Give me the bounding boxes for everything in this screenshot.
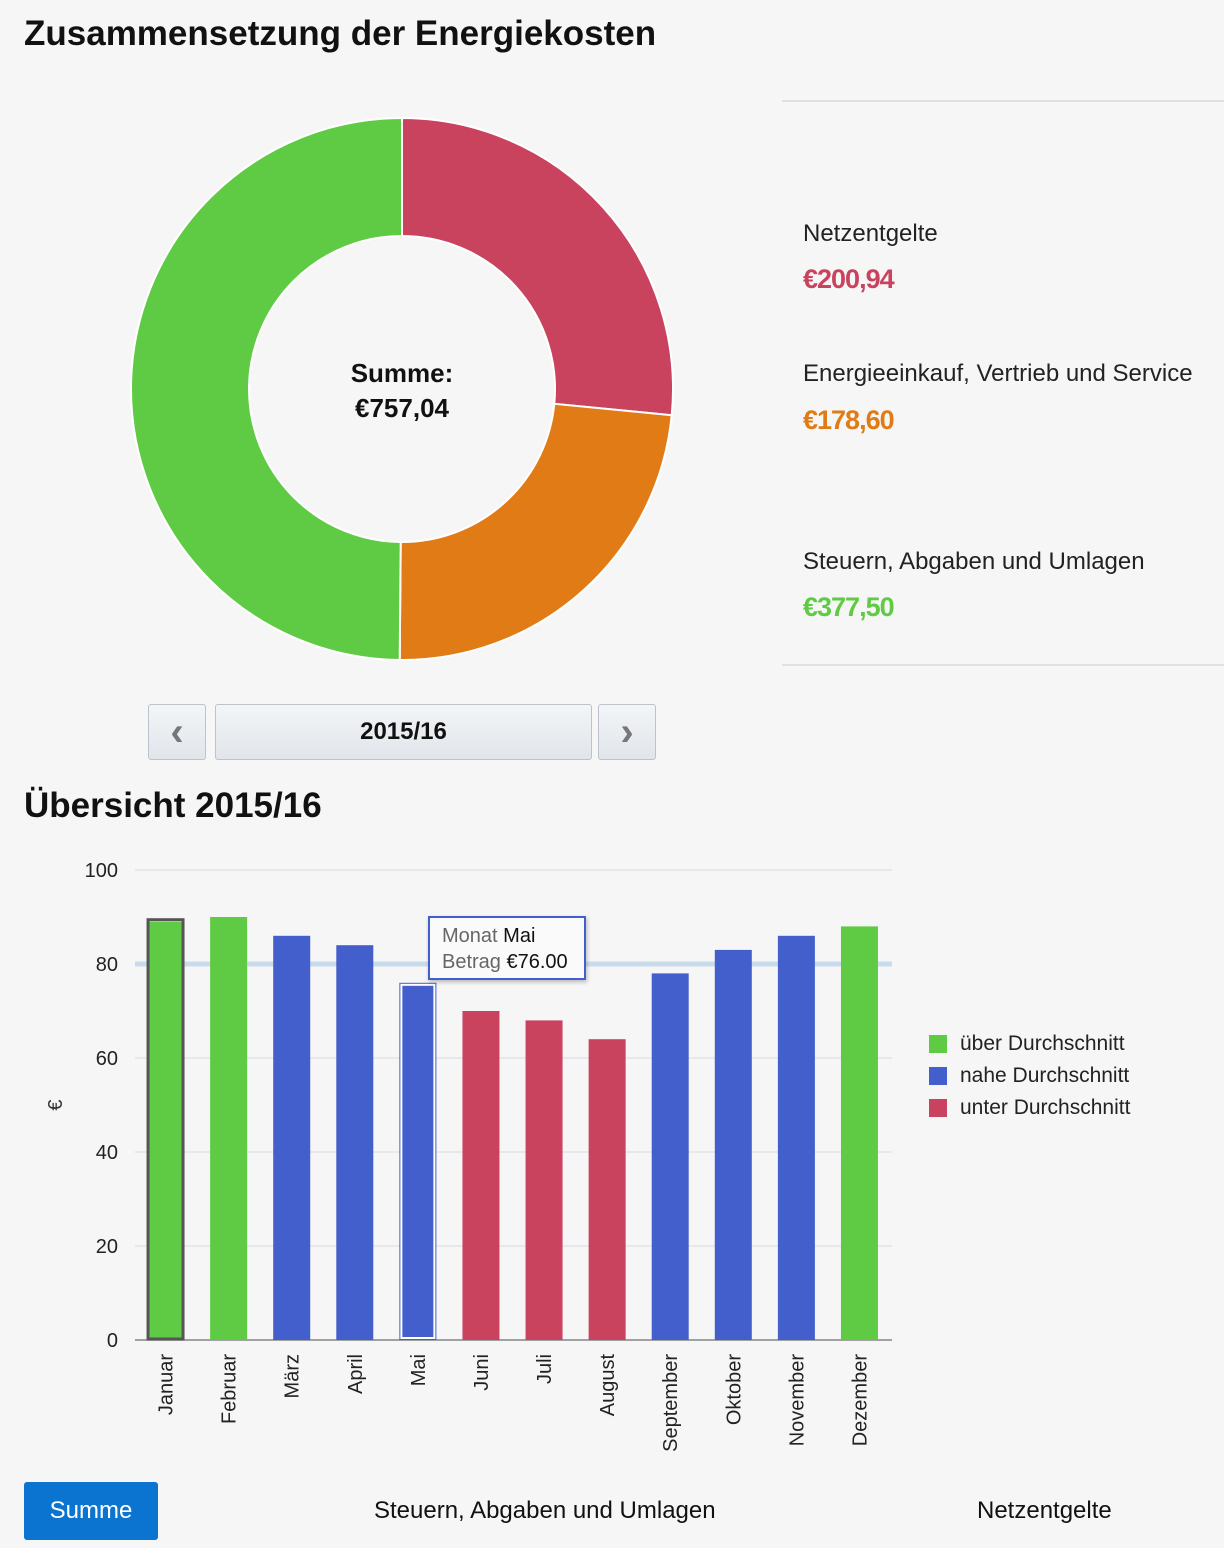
bar-selection [146, 918, 185, 1341]
tooltip-key: Monat [442, 925, 498, 947]
x-tick-label: April [345, 1354, 367, 1394]
donut-slice[interactable] [398, 402, 673, 661]
legend-label: nahe Durchschnitt [960, 1064, 1130, 1087]
y-tick-label: 80 [96, 954, 118, 976]
legend-swatch [929, 1035, 947, 1053]
bar[interactable] [210, 917, 248, 1340]
x-tick-label: Februar [219, 1354, 241, 1424]
x-tick-label: Juni [471, 1354, 493, 1391]
x-tick-label: Juli [534, 1354, 556, 1384]
prev-period-button[interactable]: ‹ [148, 704, 206, 760]
y-axis-label: € [45, 1099, 67, 1110]
x-tick-label: Mai [408, 1354, 430, 1386]
tooltip: Monat Mai Betrag €76.00 [428, 916, 586, 980]
x-tick-label: August [597, 1354, 619, 1417]
period-selector[interactable]: 2015/16 [215, 704, 592, 760]
page-title: Zusammensetzung der Energiekosten [24, 14, 657, 53]
bar[interactable] [273, 935, 311, 1340]
bar[interactable] [525, 1020, 563, 1340]
overview-title: Übersicht 2015/16 [24, 786, 322, 825]
y-tick-label: 0 [107, 1330, 118, 1352]
x-tick-label: Oktober [723, 1354, 745, 1425]
donut-center-value: €757,04 [355, 393, 449, 423]
bar[interactable] [588, 1039, 626, 1340]
bar[interactable] [462, 1011, 500, 1340]
donut-slice[interactable] [401, 116, 674, 417]
donut-center-label: Summe: [350, 358, 454, 388]
bar[interactable] [147, 921, 185, 1340]
y-tick-label: 40 [96, 1142, 118, 1164]
breakdown-value: €377,50 [803, 592, 895, 622]
bar[interactable] [651, 973, 689, 1340]
legend-label: über Durchschnitt [960, 1032, 1125, 1055]
x-tick-label: März [282, 1354, 304, 1398]
legend-item[interactable]: unter Durchschnitt [929, 1096, 1130, 1120]
x-tick-label: Januar [156, 1354, 178, 1415]
x-tick-label: Dezember [849, 1354, 871, 1447]
bar-chart: 0 20 40 60 80 100 € Januar Februar März April Mai Ju… [45, 860, 892, 1452]
y-tick-label: 100 [85, 860, 118, 882]
tooltip-value: €76.00 [506, 951, 568, 973]
bar[interactable] [777, 935, 815, 1340]
next-period-button[interactable]: › [598, 704, 656, 760]
bar-hover [400, 983, 436, 1340]
tab-summe[interactable]: Summe [24, 1482, 158, 1540]
y-tick-label: 20 [96, 1236, 118, 1258]
breakdown-value: €178,60 [803, 405, 895, 435]
breakdown-label: Steuern, Abgaben und Umlagen [803, 548, 1145, 575]
legend-swatch [929, 1067, 947, 1085]
y-tick-label: 60 [96, 1048, 118, 1070]
tab-netzentgelte[interactable]: Netzentgelte [977, 1497, 1112, 1524]
breakdown-value: €200,94 [803, 264, 895, 294]
x-tick-label: November [786, 1354, 808, 1447]
bar[interactable] [714, 949, 752, 1340]
breakdown-label: Energieeinkauf, Vertrieb und Service [803, 360, 1193, 387]
cost-breakdown-panel: Netzentgelte €200,94 Energieeinkauf, Ver… [782, 100, 1224, 666]
tooltip-value: Mai [503, 925, 536, 947]
legend-item[interactable]: nahe Durchschnitt [929, 1064, 1129, 1088]
donut-chart [130, 116, 674, 662]
bar[interactable] [336, 945, 374, 1340]
bar[interactable] [399, 982, 437, 1340]
legend-item[interactable]: über Durchschnitt [929, 1032, 1125, 1056]
x-tick-label: September [660, 1354, 682, 1452]
tooltip-key: Betrag [442, 951, 501, 973]
tab-steuern[interactable]: Steuern, Abgaben und Umlagen [374, 1497, 716, 1524]
legend-label: unter Durchschnitt [960, 1096, 1131, 1119]
legend-swatch [929, 1099, 947, 1117]
bar[interactable] [840, 926, 878, 1340]
breakdown-label: Netzentgelte [803, 220, 938, 247]
donut-slice[interactable] [130, 116, 403, 662]
